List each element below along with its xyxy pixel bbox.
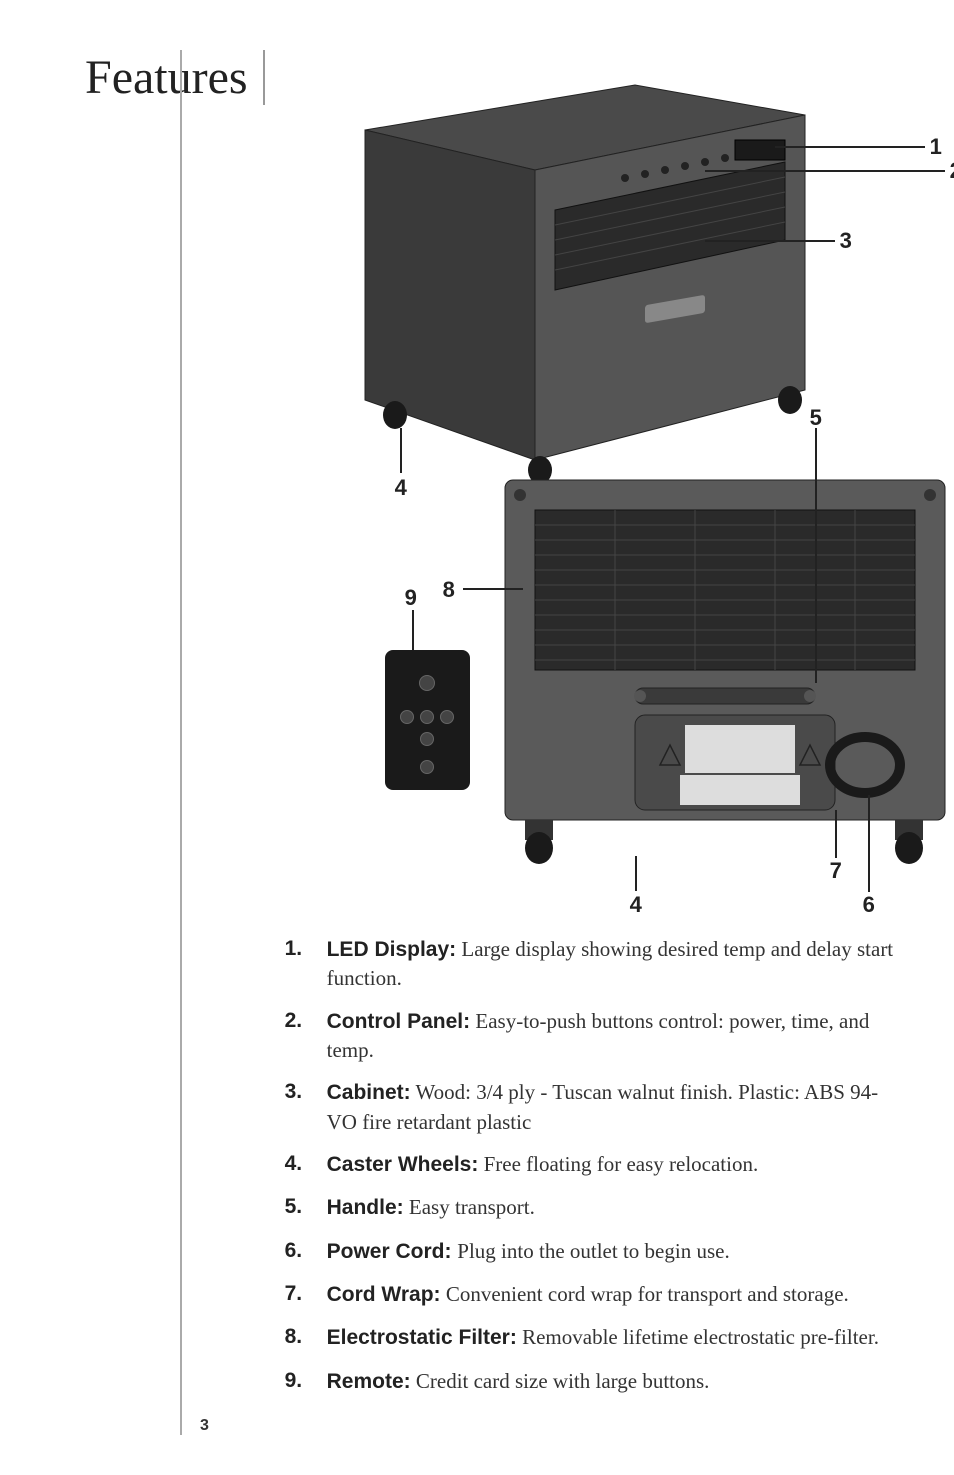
page-number: 3 — [200, 1417, 209, 1435]
callout-3: 3 — [840, 228, 852, 254]
callout-1: 1 — [930, 134, 942, 160]
feature-text: Power Cord: Plug into the outlet to begi… — [327, 1237, 904, 1266]
feature-desc: Easy transport. — [404, 1195, 535, 1219]
feature-text: Remote: Credit card size with large butt… — [327, 1367, 904, 1396]
feature-label: Electrostatic Filter: — [327, 1326, 517, 1349]
callout-line — [705, 240, 835, 242]
feature-label: Caster Wheels: — [327, 1153, 479, 1176]
content-area: 1 2 3 4 5 8 9 4 6 7 — [265, 50, 904, 1445]
section-title: Features — [85, 50, 265, 105]
feature-label: LED Display: — [327, 938, 457, 961]
feature-text: Electrostatic Filter: Removable lifetime… — [327, 1323, 904, 1352]
feature-text: Cord Wrap: Convenient cord wrap for tran… — [327, 1280, 904, 1309]
feature-num: 1. — [285, 935, 327, 993]
remote-btn — [440, 710, 454, 724]
callout-line — [835, 810, 837, 858]
callout-line — [705, 170, 945, 172]
feature-desc: Free floating for easy relocation. — [478, 1152, 758, 1176]
feature-num: 8. — [285, 1323, 327, 1352]
callout-2: 2 — [950, 158, 954, 184]
feature-text: LED Display: Large display showing desir… — [327, 935, 904, 993]
callout-4b: 4 — [630, 892, 642, 918]
feature-label: Cabinet: — [327, 1081, 411, 1104]
remote-btn — [420, 760, 434, 774]
callout-line — [868, 795, 870, 892]
heater-back-view — [495, 470, 954, 860]
callout-line — [400, 428, 402, 473]
callout-line — [412, 610, 414, 650]
feature-item: 2. Control Panel: Easy-to-push buttons c… — [285, 1007, 904, 1065]
feature-label: Handle: — [327, 1196, 404, 1219]
feature-item: 3. Cabinet: Wood: 3/4 ply - Tuscan walnu… — [285, 1078, 904, 1136]
callout-line — [775, 146, 925, 148]
feature-item: 6. Power Cord: Plug into the outlet to b… — [285, 1237, 904, 1266]
callout-8: 8 — [443, 577, 455, 603]
remote-btn — [420, 710, 434, 724]
callout-9: 9 — [405, 585, 417, 611]
feature-num: 2. — [285, 1007, 327, 1065]
callout-line — [463, 588, 523, 590]
remote-btn-row — [400, 710, 454, 724]
diagram-area: 1 2 3 4 5 8 9 4 6 7 — [285, 50, 904, 920]
feature-label: Remote: — [327, 1370, 411, 1393]
callout-4a: 4 — [395, 475, 407, 501]
feature-num: 6. — [285, 1237, 327, 1266]
callout-5: 5 — [810, 405, 822, 431]
feature-num: 4. — [285, 1150, 327, 1179]
callout-line — [815, 428, 817, 683]
remote-btn — [420, 732, 434, 746]
feature-label: Cord Wrap: — [327, 1283, 441, 1306]
callout-line — [635, 856, 637, 891]
feature-label: Power Cord: — [327, 1240, 458, 1263]
remote-power-btn — [419, 675, 435, 691]
feature-text: Control Panel: Easy-to-push buttons cont… — [327, 1007, 904, 1065]
heater-front-svg — [345, 80, 825, 480]
feature-num: 3. — [285, 1078, 327, 1136]
callout-7: 7 — [830, 858, 842, 884]
feature-text: Handle: Easy transport. — [327, 1193, 904, 1222]
feature-desc: Plug into the outlet to begin use. — [457, 1239, 729, 1263]
feature-item: 7. Cord Wrap: Convenient cord wrap for t… — [285, 1280, 904, 1309]
heater-front-view — [345, 80, 825, 460]
feature-text: Caster Wheels: Free floating for easy re… — [327, 1150, 904, 1179]
callout-6: 6 — [863, 892, 875, 918]
heater-back-svg — [495, 470, 954, 870]
feature-num: 5. — [285, 1193, 327, 1222]
remote-control — [385, 650, 470, 790]
feature-item: 9. Remote: Credit card size with large b… — [285, 1367, 904, 1396]
feature-list: 1. LED Display: Large display showing de… — [285, 935, 904, 1410]
feature-label: Control Panel: — [327, 1010, 471, 1033]
section-divider — [180, 50, 182, 1435]
page-container: Features — [85, 50, 904, 1445]
feature-desc: Removable lifetime electrostatic pre-fil… — [517, 1325, 879, 1349]
feature-desc: Credit card size with large buttons. — [411, 1369, 710, 1393]
feature-item: 8. Electrostatic Filter: Removable lifet… — [285, 1323, 904, 1352]
feature-item: 1. LED Display: Large display showing de… — [285, 935, 904, 993]
feature-item: 5. Handle: Easy transport. — [285, 1193, 904, 1222]
feature-num: 7. — [285, 1280, 327, 1309]
feature-desc: Convenient cord wrap for transport and s… — [441, 1282, 849, 1306]
feature-num: 9. — [285, 1367, 327, 1396]
feature-item: 4. Caster Wheels: Free floating for easy… — [285, 1150, 904, 1179]
feature-text: Cabinet: Wood: 3/4 ply - Tuscan walnut f… — [327, 1078, 904, 1136]
remote-btn — [400, 710, 414, 724]
